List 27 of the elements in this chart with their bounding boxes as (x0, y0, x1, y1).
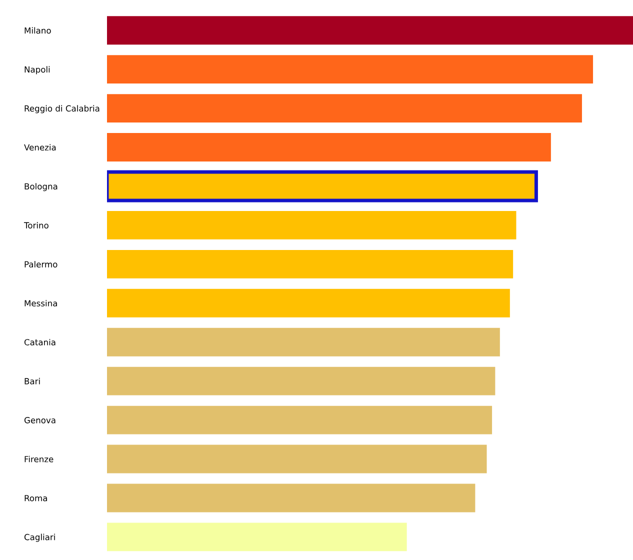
y-tick-label: Firenze (24, 456, 54, 462)
y-tick-label: Catania (24, 338, 56, 346)
y-tick-label: Genova (24, 417, 56, 424)
y-tick-label: Palermo (24, 261, 58, 268)
bar (107, 55, 594, 84)
y-tick-label: Milano (24, 27, 51, 34)
bar (107, 366, 496, 396)
y-tick-label: Venezia (24, 144, 56, 151)
y-tick-label: Bologna (24, 183, 58, 192)
bar (107, 250, 514, 278)
y-tick-label: Napoli (24, 66, 50, 74)
bar (107, 94, 582, 123)
y-tick-label: Reggio di Calabria (24, 105, 100, 114)
y-tick-label: Torino (24, 222, 48, 228)
bar (107, 133, 551, 162)
bar (107, 210, 516, 240)
bar (107, 16, 633, 45)
bar (107, 522, 407, 552)
bar (107, 406, 492, 434)
y-tick-label: Messina (24, 300, 57, 306)
bar (107, 328, 500, 356)
y-tick-label: Bari (24, 378, 40, 384)
bar (107, 288, 510, 318)
bar (107, 484, 476, 512)
bar (107, 444, 487, 474)
y-tick-label: Roma (24, 495, 47, 502)
y-tick-label: Cagliari (24, 534, 55, 542)
